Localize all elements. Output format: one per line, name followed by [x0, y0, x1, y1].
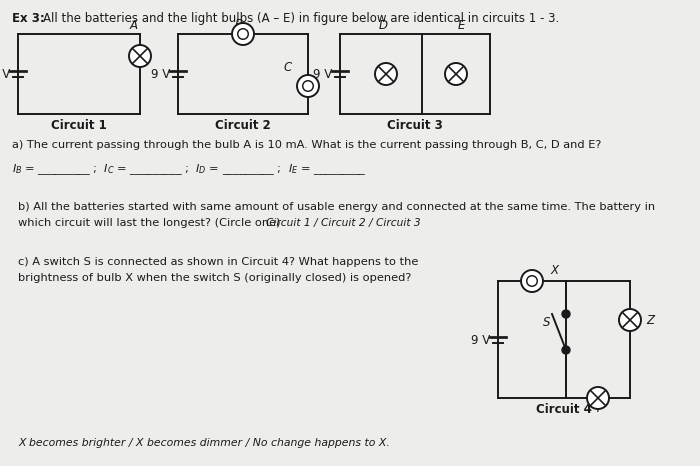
Circle shape [562, 346, 570, 354]
Circle shape [375, 63, 397, 85]
Text: All the batteries and the light bulbs (A – E) in figure below are identical in c: All the batteries and the light bulbs (A… [43, 12, 559, 25]
Text: c) A switch S is connected as shown in Circuit 4? What happens to the: c) A switch S is connected as shown in C… [18, 257, 419, 267]
Text: 9 V: 9 V [470, 334, 490, 347]
Text: S: S [542, 315, 550, 329]
Text: Circuit 1 / Circuit 2 / Circuit 3: Circuit 1 / Circuit 2 / Circuit 3 [266, 218, 421, 228]
Text: Circuit 4: Circuit 4 [536, 403, 592, 416]
Text: Circuit 2: Circuit 2 [215, 119, 271, 132]
Text: which circuit will last the longest? (Circle one): which circuit will last the longest? (Ci… [18, 218, 299, 228]
Text: Circuit 3: Circuit 3 [387, 119, 443, 132]
Text: X becomes brighter / X becomes dimmer / No change happens to X.: X becomes brighter / X becomes dimmer / … [18, 438, 390, 448]
Circle shape [619, 309, 641, 331]
Text: A: A [130, 19, 138, 32]
Circle shape [445, 63, 467, 85]
Text: $I_B$ = _________ ;  $I_C$ = _________ ;  $I_D$ = _________ ;  $I_E$ = _________: $I_B$ = _________ ; $I_C$ = _________ ; … [12, 162, 367, 177]
Text: X: X [550, 264, 558, 277]
Text: B: B [235, 18, 243, 31]
Text: b) All the batteries started with same amount of usable energy and connected at : b) All the batteries started with same a… [18, 202, 655, 212]
Circle shape [562, 310, 570, 318]
Text: Ex 3:: Ex 3: [12, 12, 49, 25]
Text: a) The current passing through the bulb A is 10 ​mA. What is the current passing: a) The current passing through the bulb … [12, 140, 601, 150]
Circle shape [521, 270, 543, 292]
Text: 9 V: 9 V [150, 68, 170, 81]
Text: 9 V: 9 V [0, 68, 10, 81]
Text: Y: Y [594, 402, 601, 415]
Text: C: C [284, 61, 292, 74]
Text: D: D [379, 19, 388, 32]
Circle shape [232, 23, 254, 45]
Text: 9 V: 9 V [313, 68, 332, 81]
Text: E: E [457, 19, 465, 32]
Text: Z: Z [646, 314, 654, 327]
Circle shape [297, 75, 319, 97]
Text: brightness of bulb X when the switch S (originally closed) is opened?: brightness of bulb X when the switch S (… [18, 273, 412, 283]
Circle shape [587, 387, 609, 409]
Circle shape [129, 45, 151, 67]
Text: Circuit 1: Circuit 1 [51, 119, 107, 132]
